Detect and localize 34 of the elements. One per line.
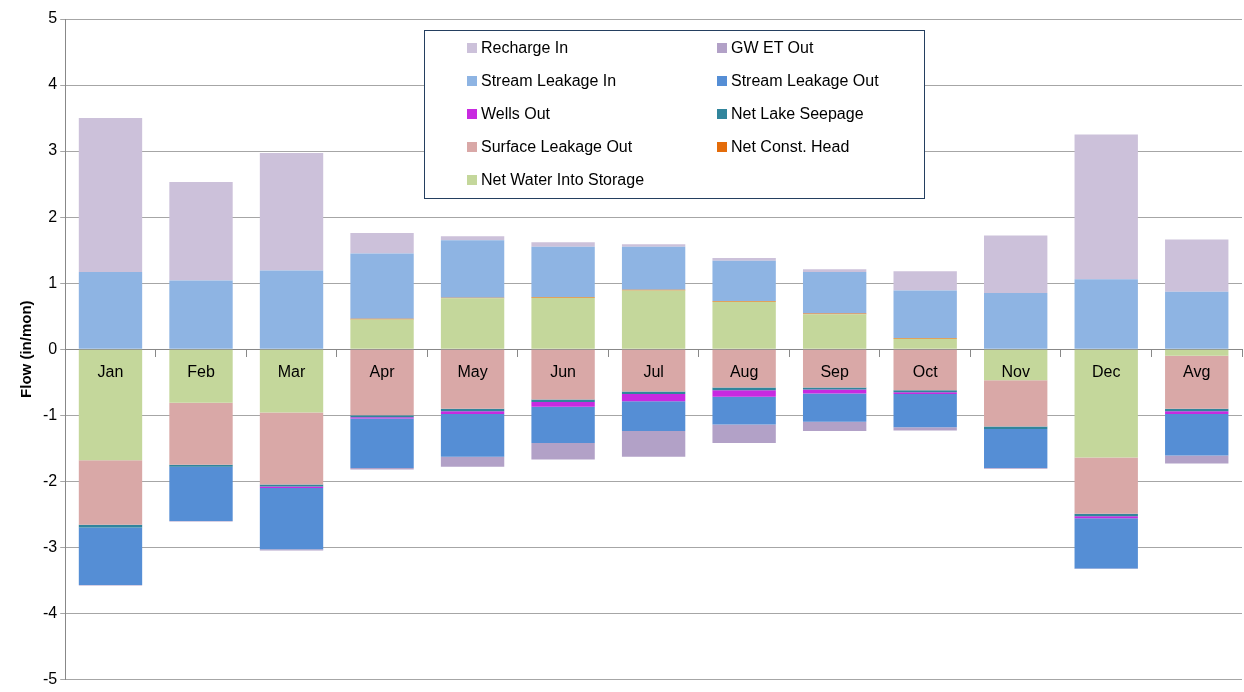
- y-tick-label: 2: [48, 207, 58, 225]
- x-tick-label: Aug: [729, 362, 759, 380]
- y-tick-label: -3: [42, 537, 58, 555]
- y-axis-title: Flow (in/mon): [17, 300, 35, 398]
- x-tick-label: Sep: [820, 362, 849, 380]
- legend-label: Surface Leakage Out: [481, 137, 633, 156]
- x-tick-label: Dec: [1091, 362, 1121, 380]
- x-tick-label: Jun: [550, 362, 576, 380]
- y-tick-label: 5: [48, 9, 58, 27]
- x-tick-label: Apr: [369, 362, 396, 380]
- x-tick-label: Jan: [97, 362, 124, 380]
- x-tick-label: Feb: [187, 362, 215, 380]
- x-tick-label: Mar: [277, 362, 306, 380]
- legend-label: Stream Leakage In: [481, 71, 617, 90]
- x-tick-label: Jul: [643, 362, 664, 380]
- legend-label: Recharge In: [481, 38, 569, 57]
- x-tick-label: Avg: [1183, 362, 1211, 380]
- x-tick-label: Nov: [1001, 362, 1030, 380]
- x-tick-label: Oct: [912, 362, 939, 380]
- legend-label: Wells Out: [481, 104, 551, 123]
- legend-label: Net Water Into Storage: [481, 170, 645, 189]
- legend-label: GW ET Out: [731, 38, 814, 57]
- y-tick-label: -5: [42, 669, 58, 687]
- legend-label: Stream Leakage Out: [731, 71, 879, 90]
- y-tick-label: 0: [48, 339, 58, 357]
- x-tick-label: May: [457, 362, 488, 380]
- y-tick-label: 1: [48, 273, 58, 291]
- y-tick-label: 3: [48, 141, 58, 159]
- legend-label: Net Const. Head: [731, 137, 850, 156]
- y-tick-label: -4: [42, 603, 58, 621]
- legend-label: Net Lake Seepage: [731, 104, 864, 123]
- y-tick-label: -2: [42, 471, 58, 489]
- y-tick-label: -1: [42, 405, 58, 423]
- y-tick-label: 4: [48, 75, 58, 93]
